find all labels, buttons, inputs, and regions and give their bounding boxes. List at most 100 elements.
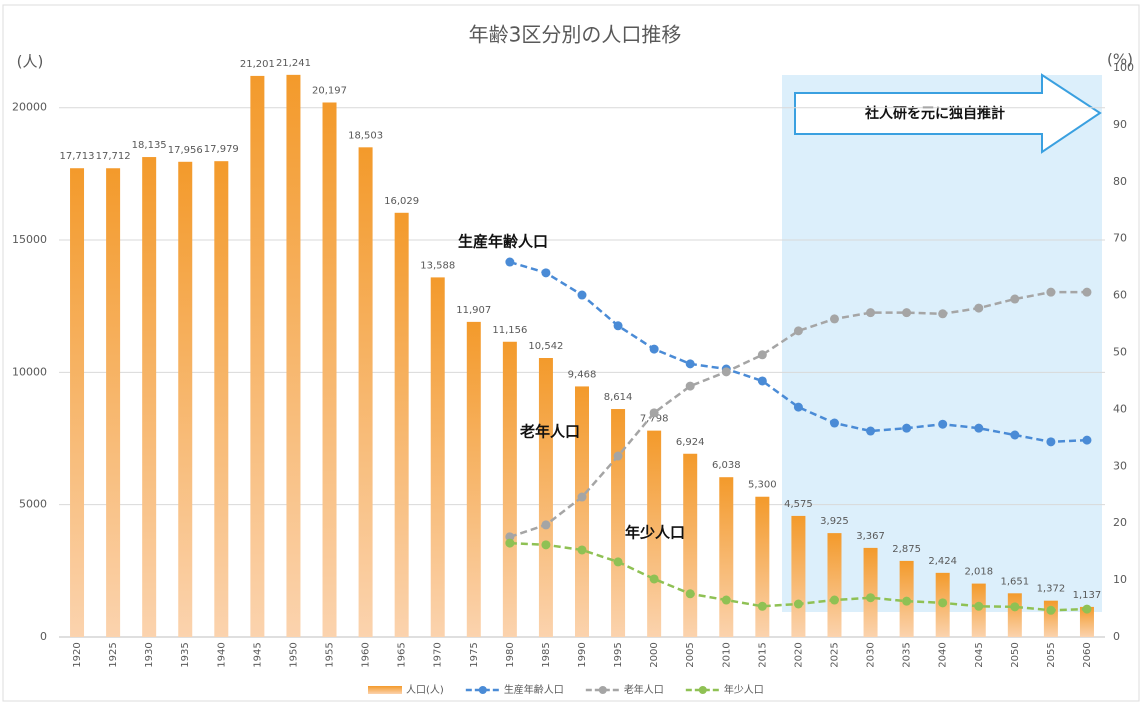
bar <box>719 477 734 637</box>
y2-tick-label: 10 <box>1113 573 1127 586</box>
line-marker <box>829 595 839 605</box>
x-tick-label: 1935 <box>180 642 191 667</box>
x-tick-label: 1940 <box>216 642 227 667</box>
bar <box>286 74 301 637</box>
legend-swatch <box>368 686 402 694</box>
bar-value-label: 5,300 <box>748 480 777 491</box>
bar-value-label: 1,372 <box>1037 584 1066 595</box>
bar <box>394 212 409 637</box>
y-tick-label: 10000 <box>12 365 47 378</box>
legend-swatch <box>598 686 607 694</box>
y2-tick-label: 90 <box>1113 118 1127 131</box>
line-marker <box>793 402 803 412</box>
forecast-region <box>782 75 1102 612</box>
bar <box>142 157 157 637</box>
line-marker <box>829 314 839 324</box>
y2-axis-label: (%) <box>1107 51 1133 69</box>
x-tick-label: 1975 <box>469 642 480 667</box>
line-marker <box>685 381 695 391</box>
x-tick-label: 2060 <box>1082 642 1093 667</box>
x-tick-label: 2055 <box>1046 642 1057 667</box>
x-tick-label: 2010 <box>721 642 732 667</box>
line-marker <box>613 557 623 567</box>
annotation: 年少人口 <box>625 524 685 542</box>
x-tick-label: 2040 <box>938 642 949 667</box>
bar <box>683 453 698 637</box>
bar <box>611 409 626 637</box>
line-marker <box>757 601 767 611</box>
annotation: 社人研を元に独自推計 <box>864 105 1005 122</box>
x-tick-label: 1945 <box>252 642 263 667</box>
x-tick-label: 2035 <box>902 642 913 667</box>
y2-tick-label: 50 <box>1113 346 1127 359</box>
line-marker <box>649 344 659 354</box>
y2-tick-label: 30 <box>1113 459 1127 472</box>
line-marker <box>613 451 623 461</box>
x-tick-label: 2015 <box>757 642 768 667</box>
annotation: 老年人口 <box>519 423 580 441</box>
x-tick-label: 1990 <box>577 642 588 667</box>
line-marker <box>649 574 659 584</box>
line-marker <box>866 593 876 603</box>
bar <box>250 75 265 637</box>
y2-tick-label: 40 <box>1113 402 1127 415</box>
line-marker <box>541 520 551 530</box>
bar <box>1007 593 1022 637</box>
bar <box>575 386 589 637</box>
y2-tick-label: 80 <box>1113 175 1127 188</box>
bar <box>430 277 445 637</box>
y-tick-label: 5000 <box>19 498 47 511</box>
bar-value-label: 16,029 <box>384 196 419 207</box>
line-marker <box>866 426 876 436</box>
bar-value-label: 2,875 <box>892 544 921 555</box>
bar-value-label: 21,241 <box>276 58 311 69</box>
line-marker <box>1010 294 1020 304</box>
legend-label: 生産年齢人口 <box>504 683 564 696</box>
y2-tick-label: 60 <box>1113 289 1127 302</box>
line-marker <box>902 596 912 606</box>
bar-value-label: 17,713 <box>60 151 95 162</box>
line-marker <box>613 321 623 331</box>
line-marker <box>541 268 551 278</box>
x-tick-label: 1930 <box>144 642 155 667</box>
bar <box>466 321 481 637</box>
line-marker <box>793 599 803 609</box>
line-marker <box>1046 605 1056 615</box>
bar-value-label: 6,038 <box>712 460 741 471</box>
x-tick-label: 2005 <box>685 642 696 667</box>
bar-value-label: 1,137 <box>1073 590 1102 601</box>
line-marker <box>577 492 587 502</box>
line-marker <box>793 326 803 336</box>
x-tick-label: 1980 <box>505 642 516 667</box>
x-tick-label: 1965 <box>397 642 408 667</box>
bar-value-label: 2,018 <box>964 567 993 578</box>
bar <box>755 496 770 637</box>
bar <box>214 161 229 638</box>
line-marker <box>649 408 659 418</box>
bar-value-label: 20,197 <box>312 85 347 96</box>
bar <box>502 341 517 637</box>
line-marker <box>829 418 839 428</box>
line-marker <box>1082 287 1092 297</box>
bar-value-label: 11,156 <box>492 325 527 336</box>
x-tick-label: 1925 <box>108 642 119 667</box>
x-tick-label: 1950 <box>288 642 299 667</box>
bar-value-label: 11,907 <box>456 305 491 316</box>
y-tick-label: 20000 <box>12 101 47 114</box>
bar-value-label: 21,201 <box>240 59 275 70</box>
legend-label: 老年人口 <box>624 683 664 696</box>
bar-value-label: 13,588 <box>420 260 455 271</box>
line-marker <box>938 309 948 319</box>
line-series <box>509 260 1088 444</box>
bar <box>827 533 842 637</box>
bar-value-label: 17,979 <box>204 144 239 155</box>
y-tick-label: 0 <box>40 630 47 643</box>
bar-value-label: 1,651 <box>1001 576 1030 587</box>
bar <box>322 102 337 637</box>
line-marker <box>541 540 551 550</box>
bar-value-label: 8,614 <box>604 392 633 403</box>
bar <box>863 547 878 637</box>
bar-value-label: 7,798 <box>640 414 669 425</box>
bar-value-label: 3,367 <box>856 531 885 542</box>
x-tick-label: 2000 <box>649 642 660 667</box>
